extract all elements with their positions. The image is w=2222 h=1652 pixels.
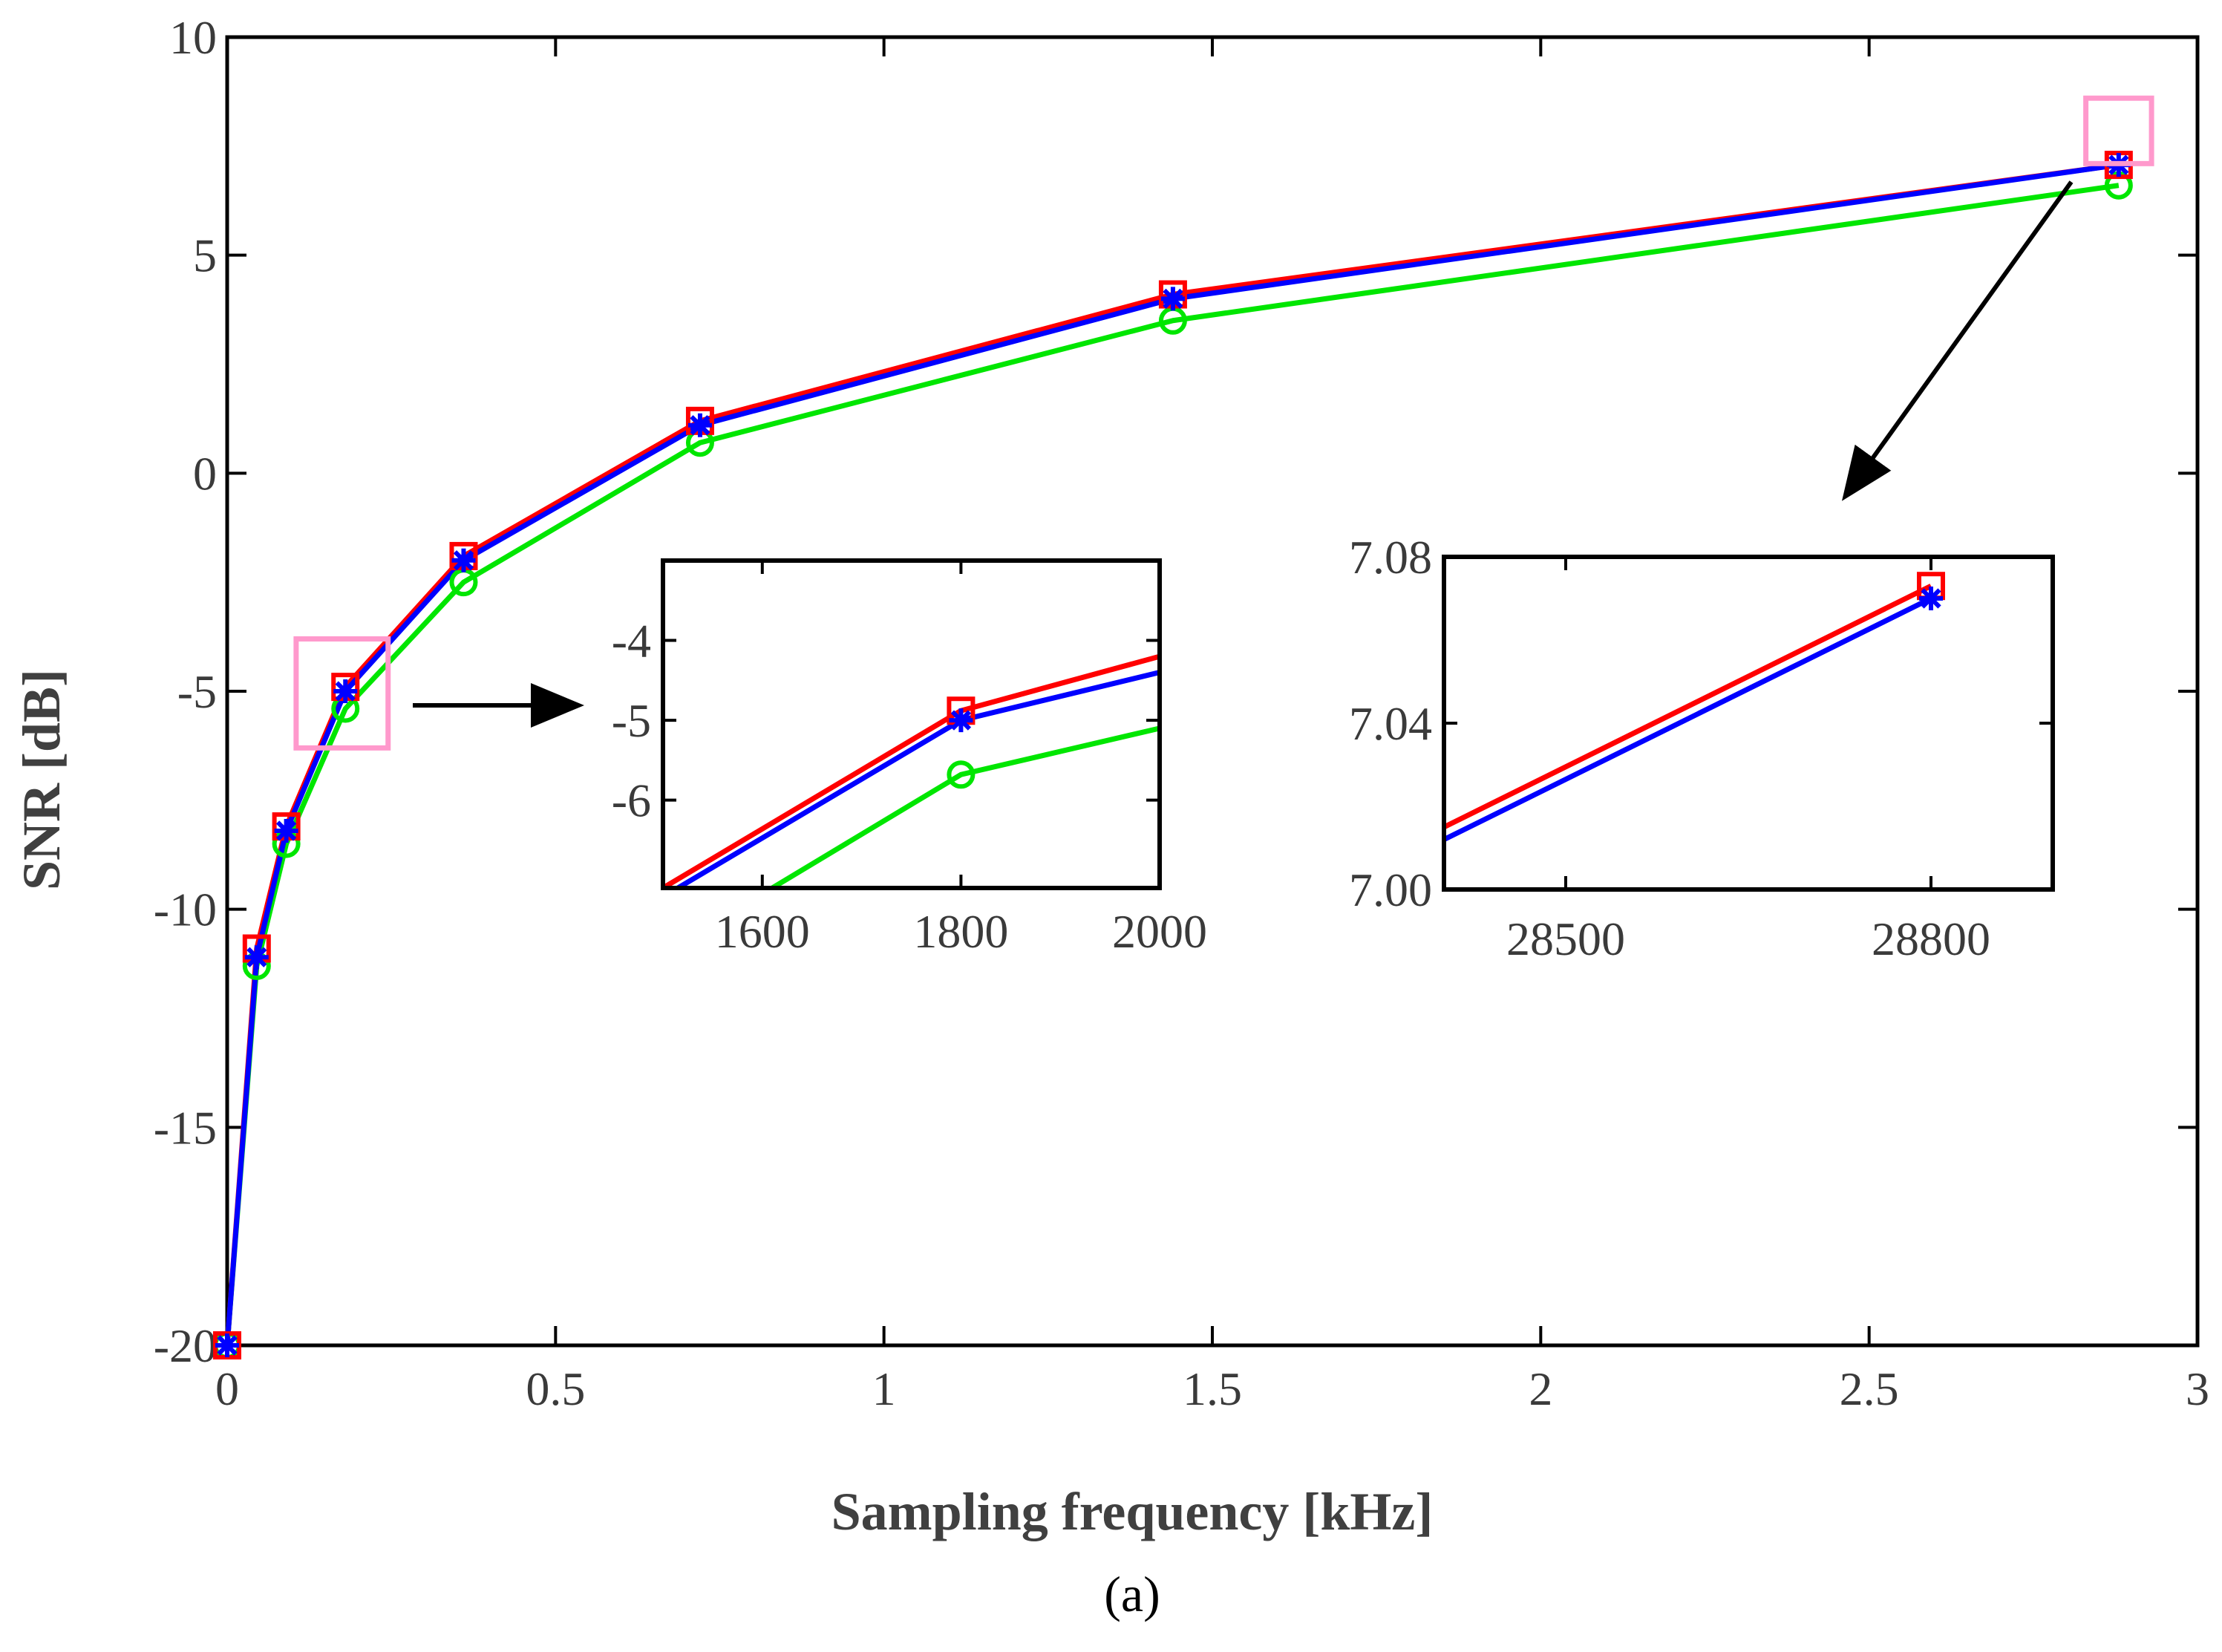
inset-left-background xyxy=(663,561,1160,888)
main-plot: 0 0.5 1 1.5 2 2.5 3 -20 -15 -10 -5 0 5 10 xyxy=(154,11,2209,1415)
inset-left-data-point-green xyxy=(947,760,976,789)
inset-right-x-tick-label: 28800 xyxy=(1872,912,1990,965)
inset-left-x-tick-label: 1800 xyxy=(913,905,1008,958)
inset-left-y-tick-label: -5 xyxy=(612,694,651,747)
y-axis-label: SNR [dB] xyxy=(12,669,71,890)
x-axis-label: Sampling frequency [kHz] xyxy=(831,1482,1434,1541)
inset-right-x-tick-label: 28500 xyxy=(1506,912,1625,965)
x-tick-label: 0.5 xyxy=(526,1362,585,1415)
data-point-blue xyxy=(274,818,298,843)
x-tick-label: 1.5 xyxy=(1183,1362,1242,1415)
inset-right-series-line-red xyxy=(1444,584,1932,830)
inset-right-background xyxy=(1444,557,2053,889)
data-point-blue xyxy=(215,1333,239,1357)
inset-left-y-tick-label: -4 xyxy=(612,615,651,667)
x-tick-label: 0 xyxy=(215,1362,239,1415)
inset-left-frame xyxy=(661,558,1162,890)
inset-right-y-tick-label: 7.04 xyxy=(1349,697,1432,750)
inset-right-y-tick-label: 7.00 xyxy=(1349,863,1432,916)
inset-right-y-tick-label: 7.08 xyxy=(1349,531,1432,584)
inset-left-data-point-blue xyxy=(949,708,973,733)
inset-left-y-tick-label: -6 xyxy=(612,774,651,827)
panel-label: (a) xyxy=(1104,1566,1160,1622)
inset-right-data-point-blue xyxy=(1919,587,1943,610)
zoom-arrows xyxy=(413,180,2074,728)
data-point-blue xyxy=(244,945,269,970)
inset-right-data xyxy=(1444,584,1932,842)
x-tick-label: 1 xyxy=(872,1362,896,1415)
left-inset-plot: 1600 1800 2000 -6 -5 -4 xyxy=(612,558,1207,958)
x-tick-label: 2 xyxy=(1529,1362,1552,1415)
y-tick-label: 10 xyxy=(169,11,217,64)
x-tick-label: 2.5 xyxy=(1840,1362,1899,1415)
arrow-to-right-inset xyxy=(1841,180,2074,501)
zoom-box-2 xyxy=(2083,95,2154,166)
data-point-blue xyxy=(1160,287,1185,311)
y-tick-label: 5 xyxy=(193,229,217,282)
zoom-box-1 xyxy=(293,636,391,751)
inset-left-x-tick-label: 1600 xyxy=(715,905,810,958)
data-point-blue xyxy=(451,548,476,572)
y-tick-label: -20 xyxy=(154,1319,217,1372)
y-tick-label: 0 xyxy=(193,447,217,500)
y-tick-label: -15 xyxy=(154,1101,217,1154)
right-inset-plot: 28500 28800 7.00 7.04 7.08 xyxy=(1349,531,2055,965)
x-tick-label: 3 xyxy=(2186,1362,2209,1415)
inset-left-series-line-green xyxy=(771,725,1160,888)
inset-left-x-tick-label: 2000 xyxy=(1112,905,1207,958)
y-tick-label: -5 xyxy=(177,665,217,718)
inset-right-series-line-blue xyxy=(1444,595,1932,842)
data-point-blue xyxy=(333,679,358,703)
data-point-blue xyxy=(687,413,712,437)
y-tick-label: -10 xyxy=(154,884,217,936)
